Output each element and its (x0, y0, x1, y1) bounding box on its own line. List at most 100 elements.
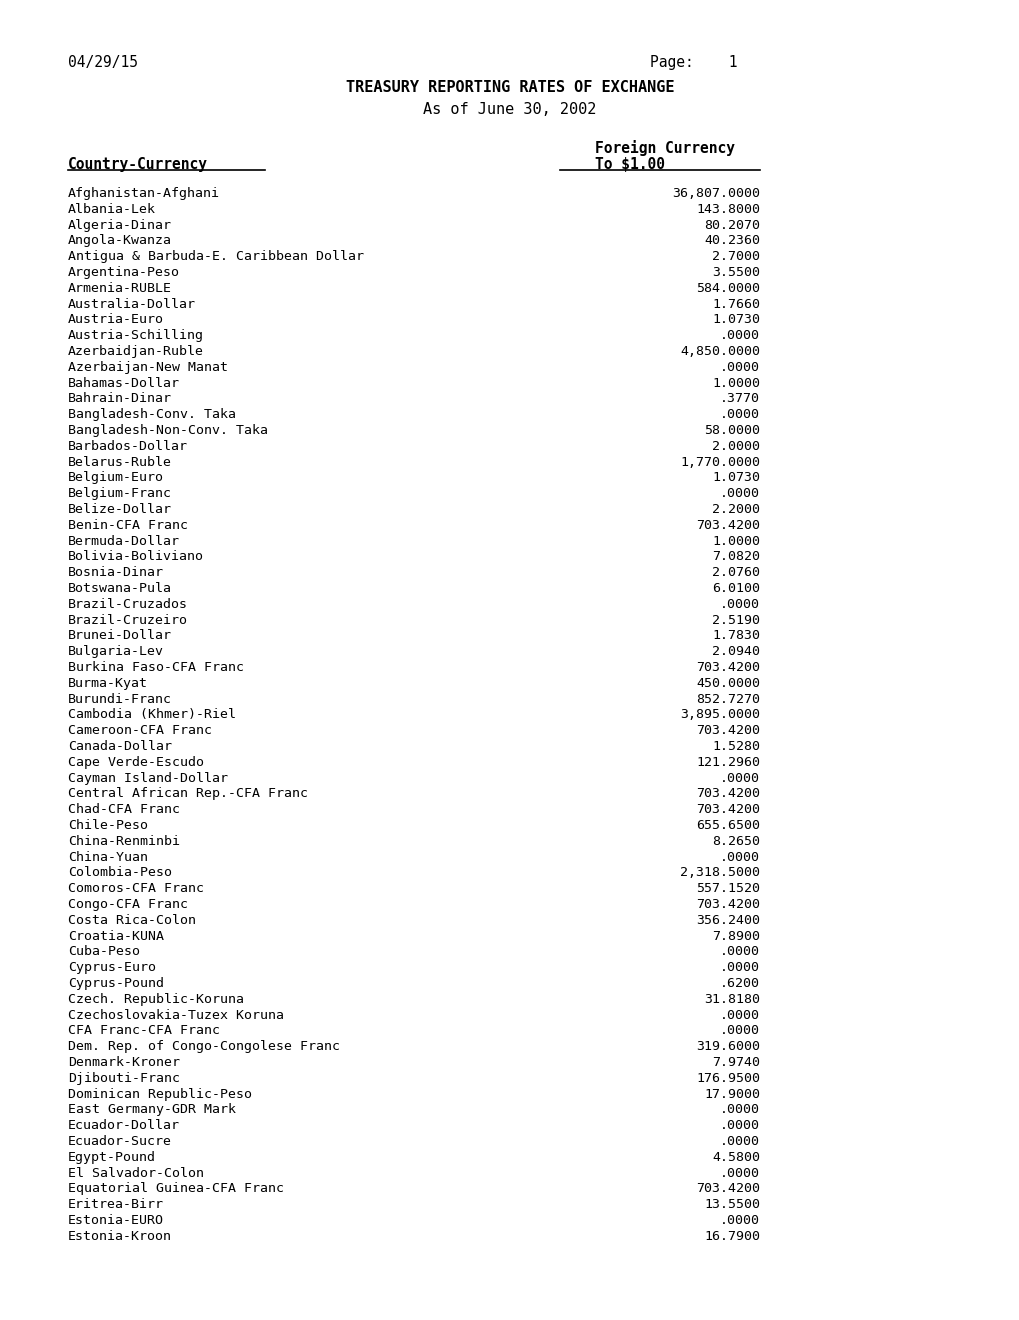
Text: 1.7660: 1.7660 (711, 297, 759, 310)
Text: 2.0940: 2.0940 (711, 645, 759, 659)
Text: Cyprus-Euro: Cyprus-Euro (68, 961, 156, 974)
Text: 3.5500: 3.5500 (711, 267, 759, 279)
Text: Estonia-Kroon: Estonia-Kroon (68, 1230, 172, 1243)
Text: 852.7270: 852.7270 (695, 693, 759, 706)
Text: .3770: .3770 (719, 392, 759, 405)
Text: Cambodia (Khmer)-Riel: Cambodia (Khmer)-Riel (68, 709, 235, 722)
Text: Denmark-Kroner: Denmark-Kroner (68, 1056, 179, 1069)
Text: 1.0730: 1.0730 (711, 313, 759, 326)
Text: 40.2360: 40.2360 (703, 235, 759, 247)
Text: 121.2960: 121.2960 (695, 756, 759, 768)
Text: Congo-CFA Franc: Congo-CFA Franc (68, 898, 187, 911)
Text: 655.6500: 655.6500 (695, 818, 759, 832)
Text: Brazil-Cruzados: Brazil-Cruzados (68, 598, 187, 611)
Text: Ecuador-Dollar: Ecuador-Dollar (68, 1119, 179, 1133)
Text: 1.0730: 1.0730 (711, 471, 759, 484)
Text: .0000: .0000 (719, 961, 759, 974)
Text: 31.8180: 31.8180 (703, 993, 759, 1006)
Text: Chile-Peso: Chile-Peso (68, 818, 148, 832)
Text: Armenia-RUBLE: Armenia-RUBLE (68, 281, 172, 294)
Text: .0000: .0000 (719, 850, 759, 863)
Text: .0000: .0000 (719, 360, 759, 374)
Text: Foreign Currency: Foreign Currency (594, 140, 735, 156)
Text: Burkina Faso-CFA Franc: Burkina Faso-CFA Franc (68, 661, 244, 675)
Text: 450.0000: 450.0000 (695, 677, 759, 690)
Text: 703.4200: 703.4200 (695, 898, 759, 911)
Text: 16.7900: 16.7900 (703, 1230, 759, 1243)
Text: Ecuador-Sucre: Ecuador-Sucre (68, 1135, 172, 1148)
Text: .0000: .0000 (719, 945, 759, 958)
Text: 143.8000: 143.8000 (695, 203, 759, 215)
Text: 7.9740: 7.9740 (711, 1056, 759, 1069)
Text: 557.1520: 557.1520 (695, 882, 759, 895)
Text: Costa Rica-Colon: Costa Rica-Colon (68, 913, 196, 927)
Text: Burundi-Franc: Burundi-Franc (68, 693, 172, 706)
Text: Belgium-Euro: Belgium-Euro (68, 471, 164, 484)
Text: Azerbaijan-New Manat: Azerbaijan-New Manat (68, 360, 228, 374)
Text: Bahamas-Dollar: Bahamas-Dollar (68, 376, 179, 389)
Text: Albania-Lek: Albania-Lek (68, 203, 156, 215)
Text: Canada-Dollar: Canada-Dollar (68, 741, 172, 752)
Text: 80.2070: 80.2070 (703, 219, 759, 231)
Text: 04/29/15: 04/29/15 (68, 55, 138, 70)
Text: Czechoslovakia-Tuzex Koruna: Czechoslovakia-Tuzex Koruna (68, 1008, 283, 1022)
Text: 7.0820: 7.0820 (711, 550, 759, 564)
Text: Angola-Kwanza: Angola-Kwanza (68, 235, 172, 247)
Text: Bahrain-Dinar: Bahrain-Dinar (68, 392, 172, 405)
Text: .0000: .0000 (719, 1214, 759, 1228)
Text: Dominican Republic-Peso: Dominican Republic-Peso (68, 1088, 252, 1101)
Text: Equatorial Guinea-CFA Franc: Equatorial Guinea-CFA Franc (68, 1183, 283, 1196)
Text: .0000: .0000 (719, 1008, 759, 1022)
Text: Country-Currency: Country-Currency (68, 157, 208, 172)
Text: Cayman Island-Dollar: Cayman Island-Dollar (68, 772, 228, 784)
Text: Croatia-KUNA: Croatia-KUNA (68, 929, 164, 942)
Text: Bermuda-Dollar: Bermuda-Dollar (68, 535, 179, 548)
Text: .0000: .0000 (719, 772, 759, 784)
Text: 4.5800: 4.5800 (711, 1151, 759, 1164)
Text: 36,807.0000: 36,807.0000 (672, 187, 759, 201)
Text: Benin-CFA Franc: Benin-CFA Franc (68, 519, 187, 532)
Text: Belarus-Ruble: Belarus-Ruble (68, 455, 172, 469)
Text: 703.4200: 703.4200 (695, 788, 759, 800)
Text: .0000: .0000 (719, 487, 759, 500)
Text: Algeria-Dinar: Algeria-Dinar (68, 219, 172, 231)
Text: .0000: .0000 (719, 1024, 759, 1038)
Text: Page:    1: Page: 1 (649, 55, 737, 70)
Text: 703.4200: 703.4200 (695, 661, 759, 675)
Text: 2.7000: 2.7000 (711, 251, 759, 263)
Text: 17.9000: 17.9000 (703, 1088, 759, 1101)
Text: Czech. Republic-Koruna: Czech. Republic-Koruna (68, 993, 244, 1006)
Text: 1.0000: 1.0000 (711, 535, 759, 548)
Text: China-Renminbi: China-Renminbi (68, 834, 179, 847)
Text: Djibouti-Franc: Djibouti-Franc (68, 1072, 179, 1085)
Text: Bangladesh-Non-Conv. Taka: Bangladesh-Non-Conv. Taka (68, 424, 268, 437)
Text: 176.9500: 176.9500 (695, 1072, 759, 1085)
Text: Dem. Rep. of Congo-Congolese Franc: Dem. Rep. of Congo-Congolese Franc (68, 1040, 339, 1053)
Text: To $1.00: To $1.00 (594, 157, 664, 172)
Text: Comoros-CFA Franc: Comoros-CFA Franc (68, 882, 204, 895)
Text: Chad-CFA Franc: Chad-CFA Franc (68, 803, 179, 816)
Text: .6200: .6200 (719, 977, 759, 990)
Text: 2.2000: 2.2000 (711, 503, 759, 516)
Text: 58.0000: 58.0000 (703, 424, 759, 437)
Text: 2,318.5000: 2,318.5000 (680, 866, 759, 879)
Text: 6.0100: 6.0100 (711, 582, 759, 595)
Text: CFA Franc-CFA Franc: CFA Franc-CFA Franc (68, 1024, 220, 1038)
Text: Australia-Dollar: Australia-Dollar (68, 297, 196, 310)
Text: 703.4200: 703.4200 (695, 803, 759, 816)
Text: 584.0000: 584.0000 (695, 281, 759, 294)
Text: .0000: .0000 (719, 1119, 759, 1133)
Text: 13.5500: 13.5500 (703, 1199, 759, 1212)
Text: Cape Verde-Escudo: Cape Verde-Escudo (68, 756, 204, 768)
Text: .0000: .0000 (719, 598, 759, 611)
Text: 4,850.0000: 4,850.0000 (680, 345, 759, 358)
Text: 2.0000: 2.0000 (711, 440, 759, 453)
Text: 356.2400: 356.2400 (695, 913, 759, 927)
Text: Central African Rep.-CFA Franc: Central African Rep.-CFA Franc (68, 788, 308, 800)
Text: Cameroon-CFA Franc: Cameroon-CFA Franc (68, 725, 212, 737)
Text: Burma-Kyat: Burma-Kyat (68, 677, 148, 690)
Text: Antigua & Barbuda-E. Caribbean Dollar: Antigua & Barbuda-E. Caribbean Dollar (68, 251, 364, 263)
Text: 1.5280: 1.5280 (711, 741, 759, 752)
Text: Austria-Euro: Austria-Euro (68, 313, 164, 326)
Text: 319.6000: 319.6000 (695, 1040, 759, 1053)
